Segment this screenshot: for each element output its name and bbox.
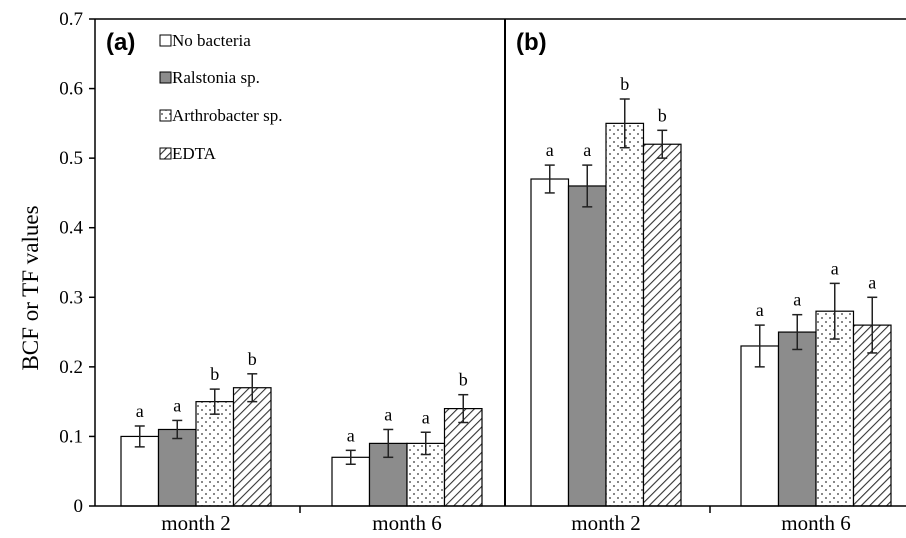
- legend-swatch-ralstonia: [159, 71, 172, 84]
- y-tick-label: 0.5: [59, 148, 83, 169]
- y-tick-label: 0: [74, 496, 84, 517]
- bar-edta: [642, 143, 682, 507]
- y-axis-ticks: 0 0.1 0.2 0.3 0.4 0.5 0.6 0.7: [59, 9, 711, 517]
- bar-ralstonia: [567, 185, 607, 507]
- y-tick-label: 0.4: [59, 218, 83, 239]
- significance-letter: b: [248, 349, 257, 369]
- y-tick-label: 0.3: [59, 287, 83, 308]
- legend-entry-arthrobacter: Arthrobacter sp.: [172, 106, 282, 125]
- significance-letter: a: [136, 401, 144, 421]
- legend-swatch-edta: [159, 147, 172, 160]
- significance-letter: a: [756, 300, 764, 320]
- significance-letter: a: [868, 272, 876, 292]
- significance-letter: a: [583, 140, 591, 160]
- legend-entry-edta: EDTA: [172, 144, 217, 163]
- bar-arthrobacter: [605, 122, 645, 507]
- bar-ralstonia: [157, 428, 197, 507]
- y-axis-label: BCF or TF values: [18, 205, 43, 370]
- bar-arthrobacter: [195, 401, 235, 507]
- legend: No bacteria Ralstonia sp. Arthrobacter s…: [159, 31, 282, 163]
- legend-entry-ralstonia: Ralstonia sp.: [172, 68, 260, 87]
- bar-edta: [232, 387, 272, 507]
- panel-label-a: (a): [106, 29, 135, 56]
- category-labels-layer: month 2 month 6 month 2 month 6: [161, 511, 850, 535]
- error-bars-layer: [134, 98, 878, 466]
- significance-letter: a: [831, 258, 839, 278]
- bar-no-bacteria: [740, 345, 780, 507]
- legend-swatch-no-bacteria: [159, 34, 172, 47]
- y-tick-label: 0.1: [59, 426, 83, 447]
- y-tick-label: 0.7: [59, 9, 83, 30]
- bars-layer: [120, 122, 892, 507]
- significance-letter: b: [620, 74, 629, 94]
- bar-ralstonia: [777, 331, 817, 507]
- legend-swatch-arthrobacter: [159, 109, 172, 122]
- significance-letter: a: [422, 407, 430, 427]
- significance-letter: b: [210, 364, 219, 384]
- x-category-label: month 2: [161, 511, 230, 535]
- x-category-label: month 6: [781, 511, 850, 535]
- bar-edta: [852, 324, 892, 507]
- significance-letter: a: [384, 404, 392, 424]
- significance-letter: b: [658, 105, 667, 125]
- significance-letter: a: [793, 290, 801, 310]
- significance-letter: b: [459, 370, 468, 390]
- y-tick-label: 0.2: [59, 357, 83, 378]
- panel-label-b: (b): [516, 29, 547, 56]
- significance-letter: a: [347, 425, 355, 445]
- y-tick-label: 0.6: [59, 79, 83, 100]
- significance-letter: a: [546, 140, 554, 160]
- significance-letter: a: [173, 395, 181, 415]
- x-category-label: month 6: [372, 511, 441, 535]
- significance-letters-layer: a a b b a a a b a a b b a a a a: [136, 74, 877, 445]
- legend-entry-no-bacteria: No bacteria: [172, 31, 251, 50]
- bar-arthrobacter: [815, 310, 855, 507]
- plot-frame: [94, 18, 906, 507]
- bar-no-bacteria: [530, 178, 570, 507]
- x-category-label: month 2: [571, 511, 640, 535]
